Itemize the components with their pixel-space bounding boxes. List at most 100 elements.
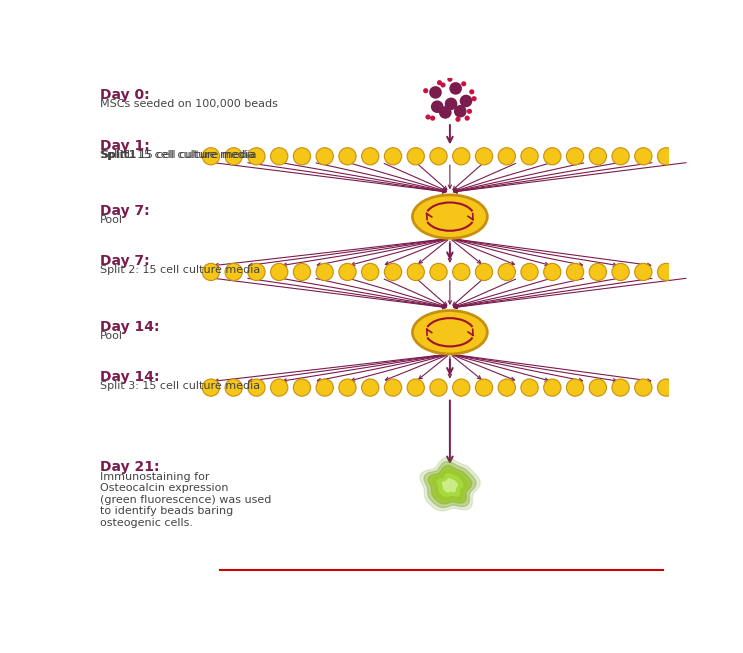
Text: MSCs seeded on 100,000 beads: MSCs seeded on 100,000 beads — [100, 99, 278, 110]
Ellipse shape — [467, 108, 472, 114]
Ellipse shape — [384, 263, 402, 281]
Ellipse shape — [498, 148, 516, 165]
Ellipse shape — [384, 148, 402, 165]
Ellipse shape — [566, 148, 584, 165]
Ellipse shape — [225, 148, 242, 165]
Ellipse shape — [476, 263, 493, 281]
Ellipse shape — [544, 148, 561, 165]
Ellipse shape — [454, 105, 467, 118]
Ellipse shape — [589, 379, 606, 396]
Ellipse shape — [566, 263, 584, 281]
Ellipse shape — [362, 148, 379, 165]
Ellipse shape — [455, 117, 461, 122]
Ellipse shape — [469, 89, 474, 95]
Ellipse shape — [437, 80, 442, 86]
Ellipse shape — [612, 148, 629, 165]
Ellipse shape — [407, 379, 424, 396]
Ellipse shape — [431, 101, 444, 113]
Ellipse shape — [412, 195, 487, 238]
Ellipse shape — [589, 263, 606, 281]
Ellipse shape — [225, 379, 242, 396]
Ellipse shape — [202, 379, 220, 396]
Text: Split1: Split1 — [100, 150, 136, 160]
Ellipse shape — [430, 148, 447, 165]
Ellipse shape — [635, 148, 652, 165]
Ellipse shape — [658, 148, 675, 165]
Text: Day 7:: Day 7: — [100, 204, 149, 218]
Text: Split 3: 15 cell culture media: Split 3: 15 cell culture media — [100, 381, 260, 391]
Text: Day 7:: Day 7: — [100, 254, 149, 268]
Ellipse shape — [472, 96, 477, 101]
Ellipse shape — [445, 97, 458, 110]
Ellipse shape — [362, 263, 379, 281]
Ellipse shape — [681, 263, 698, 281]
Ellipse shape — [476, 148, 493, 165]
Ellipse shape — [441, 82, 446, 88]
Ellipse shape — [426, 114, 431, 119]
Ellipse shape — [566, 379, 584, 396]
Ellipse shape — [430, 379, 447, 396]
Text: Day 14:: Day 14: — [100, 370, 159, 384]
Text: Day 1:: Day 1: — [100, 138, 149, 153]
Ellipse shape — [521, 263, 538, 281]
Ellipse shape — [447, 76, 452, 82]
Ellipse shape — [544, 263, 561, 281]
Ellipse shape — [521, 148, 538, 165]
Ellipse shape — [202, 148, 220, 165]
Ellipse shape — [423, 88, 428, 93]
Ellipse shape — [293, 263, 311, 281]
Text: Day 0:: Day 0: — [100, 88, 149, 103]
Ellipse shape — [430, 116, 435, 121]
Ellipse shape — [658, 379, 675, 396]
Ellipse shape — [316, 379, 334, 396]
Text: Split1: 15 cell culture media: Split1: 15 cell culture media — [100, 150, 256, 160]
Ellipse shape — [452, 148, 470, 165]
Ellipse shape — [498, 379, 516, 396]
Ellipse shape — [339, 263, 356, 281]
Ellipse shape — [612, 263, 629, 281]
Ellipse shape — [248, 148, 265, 165]
Ellipse shape — [498, 263, 516, 281]
Ellipse shape — [612, 379, 629, 396]
Ellipse shape — [362, 379, 379, 396]
Ellipse shape — [635, 263, 652, 281]
Ellipse shape — [316, 148, 334, 165]
Ellipse shape — [681, 148, 698, 165]
Text: Day 21:: Day 21: — [100, 460, 159, 475]
Ellipse shape — [384, 379, 402, 396]
Ellipse shape — [339, 148, 356, 165]
Text: Pool: Pool — [100, 215, 123, 225]
Ellipse shape — [464, 116, 470, 121]
Ellipse shape — [293, 379, 311, 396]
Ellipse shape — [430, 263, 447, 281]
Ellipse shape — [248, 379, 265, 396]
Text: Immunostaining for
Osteocalcin expression
(green fluorescence) was used
to ident: Immunostaining for Osteocalcin expressio… — [100, 471, 271, 528]
Ellipse shape — [407, 263, 424, 281]
Ellipse shape — [439, 106, 452, 119]
Ellipse shape — [412, 311, 487, 354]
Text: Day 14:: Day 14: — [100, 320, 159, 334]
Ellipse shape — [225, 263, 242, 281]
Ellipse shape — [476, 379, 493, 396]
Ellipse shape — [452, 379, 470, 396]
Ellipse shape — [658, 263, 675, 281]
Ellipse shape — [461, 81, 467, 86]
Ellipse shape — [339, 379, 356, 396]
Ellipse shape — [270, 379, 288, 396]
Ellipse shape — [248, 263, 265, 281]
Text: Pool: Pool — [100, 331, 123, 341]
Ellipse shape — [460, 95, 473, 107]
Ellipse shape — [429, 86, 442, 99]
Ellipse shape — [450, 82, 462, 95]
Ellipse shape — [681, 379, 698, 396]
Ellipse shape — [521, 379, 538, 396]
Ellipse shape — [407, 148, 424, 165]
Ellipse shape — [544, 379, 561, 396]
Ellipse shape — [589, 148, 606, 165]
Text: Split 2: 15 cell culture media: Split 2: 15 cell culture media — [100, 265, 260, 276]
Ellipse shape — [452, 263, 470, 281]
Text: : 15 cell culture media: : 15 cell culture media — [130, 150, 255, 160]
Ellipse shape — [270, 148, 288, 165]
Ellipse shape — [202, 263, 220, 281]
Ellipse shape — [635, 379, 652, 396]
